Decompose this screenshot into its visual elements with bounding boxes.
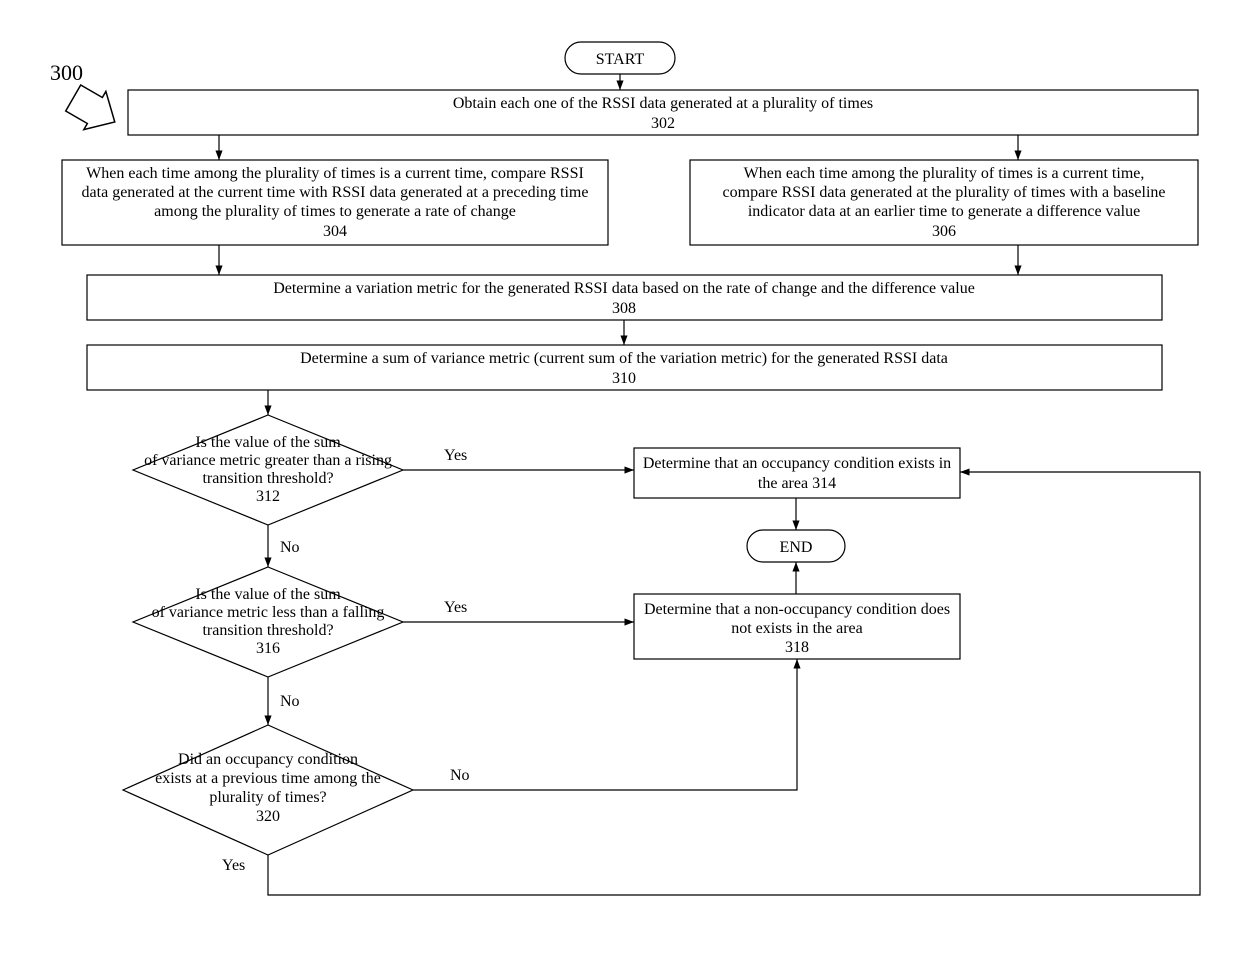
svg-text:310: 310 <box>612 370 636 387</box>
flowchart-diagram: 300 START Obtain each one of the RSSI da… <box>0 0 1240 959</box>
svg-text:plurality of times?: plurality of times? <box>209 789 326 806</box>
svg-text:not exists in the area: not exists in the area <box>731 620 863 637</box>
svg-text:indicator data at an earlier t: indicator data at an earlier time to gen… <box>748 203 1140 220</box>
label-yes-312: Yes <box>444 447 467 464</box>
svg-text:306: 306 <box>932 223 956 240</box>
node-306: When each time among the plurality of ti… <box>690 160 1198 245</box>
svg-text:308: 308 <box>612 300 636 317</box>
node-314: Determine that an occupancy condition ex… <box>634 448 960 498</box>
label-yes-316: Yes <box>444 599 467 616</box>
svg-text:of variance metric less than a: of variance metric less than a falling <box>152 604 385 621</box>
svg-text:Obtain each one of the RSSI da: Obtain each one of the RSSI data generat… <box>453 95 873 112</box>
svg-text:among the plurality of times t: among the plurality of times to generate… <box>154 203 516 220</box>
svg-text:312: 312 <box>256 488 280 505</box>
svg-text:302: 302 <box>651 115 675 132</box>
edge-320no-318 <box>413 659 797 790</box>
node-304: When each time among the plurality of ti… <box>62 160 608 245</box>
figure-ref: 300 <box>50 60 126 141</box>
svg-text:Determine a variation metric f: Determine a variation metric for the gen… <box>273 280 975 297</box>
callout-arrow-icon <box>62 79 126 141</box>
svg-text:When each time among the plura: When each time among the plurality of ti… <box>86 165 584 182</box>
edge-320yes-314 <box>268 472 1200 895</box>
node-302: Obtain each one of the RSSI data generat… <box>128 90 1198 135</box>
decision-312: Is the value of the sum of variance metr… <box>133 415 403 525</box>
svg-text:END: END <box>780 539 813 556</box>
svg-text:318: 318 <box>785 639 809 656</box>
svg-text:When each time among the plura: When each time among the plurality of ti… <box>744 165 1145 182</box>
svg-text:Did an occupancy condition: Did an occupancy condition <box>178 751 358 768</box>
node-318: Determine that a non-occupancy condition… <box>634 594 960 659</box>
svg-text:316: 316 <box>256 640 280 657</box>
svg-text:Is the value of the sum: Is the value of the sum <box>195 586 341 603</box>
svg-text:of variance metric greater tha: of variance metric greater than a rising <box>144 452 392 469</box>
label-no-316: No <box>280 693 300 710</box>
label-yes-320: Yes <box>222 857 245 874</box>
svg-text:data generated at the current: data generated at the current time with … <box>82 184 589 201</box>
label-no-312: No <box>280 539 300 556</box>
svg-text:304: 304 <box>323 223 347 240</box>
start-terminal: START <box>565 42 675 74</box>
svg-text:transition threshold?: transition threshold? <box>202 470 333 487</box>
svg-text:Determine that a non-occupancy: Determine that a non-occupancy condition… <box>644 601 950 618</box>
label-no-320: No <box>450 767 470 784</box>
node-308: Determine a variation metric for the gen… <box>87 275 1162 320</box>
svg-text:exists at a previous time amon: exists at a previous time among the <box>155 770 381 787</box>
node-310: Determine a sum of variance metric (curr… <box>87 345 1162 390</box>
decision-320: Did an occupancy condition exists at a p… <box>123 725 413 855</box>
svg-text:START: START <box>596 51 645 68</box>
svg-text:the area 314: the area 314 <box>758 475 836 492</box>
svg-text:320: 320 <box>256 808 280 825</box>
svg-text:transition threshold?: transition threshold? <box>202 622 333 639</box>
svg-text:Is the value of the sum: Is the value of the sum <box>195 434 341 451</box>
svg-text:compare RSSI data generated at: compare RSSI data generated at the plura… <box>723 184 1166 201</box>
svg-text:Determine a sum of variance me: Determine a sum of variance metric (curr… <box>300 350 948 367</box>
svg-text:Determine that an occupancy co: Determine that an occupancy condition ex… <box>643 455 951 472</box>
figure-ref-number: 300 <box>50 60 83 85</box>
decision-316: Is the value of the sum of variance metr… <box>133 567 403 677</box>
end-terminal: END <box>747 530 845 562</box>
